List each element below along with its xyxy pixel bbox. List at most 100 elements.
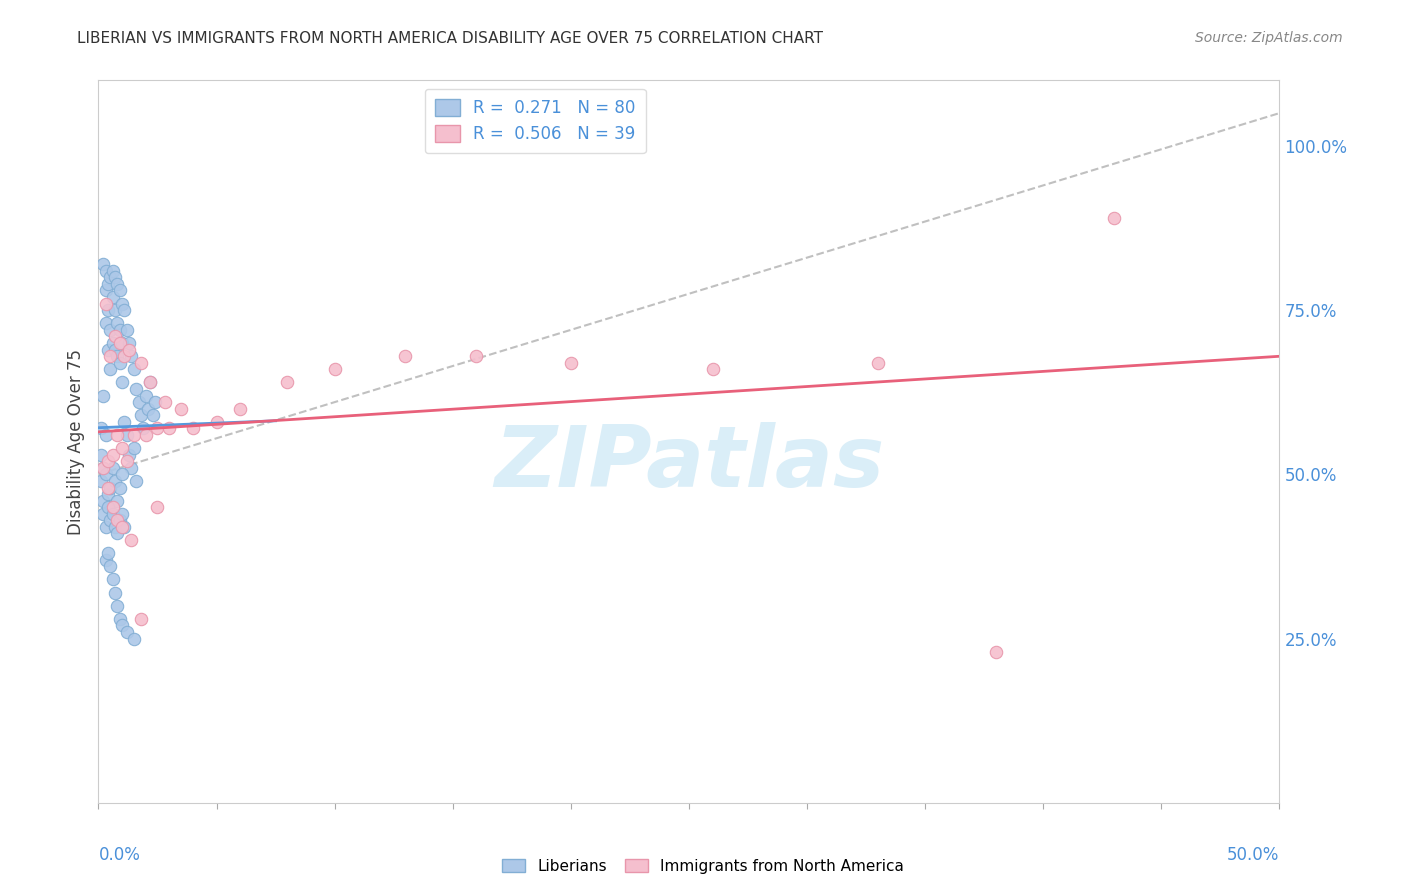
Point xyxy=(111,507,134,521)
Point xyxy=(121,533,143,547)
Point xyxy=(142,409,165,423)
Point xyxy=(91,493,114,508)
Point xyxy=(146,421,169,435)
Point xyxy=(101,336,124,351)
Point xyxy=(104,474,127,488)
Point xyxy=(121,460,143,475)
Point xyxy=(465,349,488,363)
Point xyxy=(108,612,131,626)
Point xyxy=(104,343,127,357)
Point xyxy=(91,388,114,402)
Point xyxy=(105,513,128,527)
Point xyxy=(132,421,155,435)
Point xyxy=(97,500,120,515)
Text: 50.0%: 50.0% xyxy=(1227,847,1279,864)
Point xyxy=(229,401,252,416)
Point xyxy=(122,632,145,646)
Point xyxy=(118,448,141,462)
Text: LIBERIAN VS IMMIGRANTS FROM NORTH AMERICA DISABILITY AGE OVER 75 CORRELATION CHA: LIBERIAN VS IMMIGRANTS FROM NORTH AMERIC… xyxy=(77,31,824,46)
Point xyxy=(94,296,117,310)
Y-axis label: Disability Age Over 75: Disability Age Over 75 xyxy=(66,349,84,534)
Text: ZIPatlas: ZIPatlas xyxy=(494,422,884,505)
Point xyxy=(105,349,128,363)
Point xyxy=(118,336,141,351)
Point xyxy=(91,460,114,475)
Point xyxy=(111,336,134,351)
Point xyxy=(129,356,152,370)
Point xyxy=(276,376,298,390)
Point xyxy=(121,349,143,363)
Point xyxy=(94,284,117,298)
Point xyxy=(91,460,114,475)
Point xyxy=(94,428,117,442)
Point xyxy=(97,303,120,318)
Point xyxy=(98,559,121,574)
Point xyxy=(101,507,124,521)
Point xyxy=(108,336,131,351)
Point xyxy=(98,270,121,285)
Point xyxy=(111,441,134,455)
Point xyxy=(101,290,124,304)
Point xyxy=(205,415,228,429)
Point xyxy=(90,421,112,435)
Point xyxy=(143,395,166,409)
Point xyxy=(105,599,128,613)
Point xyxy=(115,625,138,640)
Legend: R =  0.271   N = 80, R =  0.506   N = 39: R = 0.271 N = 80, R = 0.506 N = 39 xyxy=(425,88,645,153)
Point xyxy=(97,546,120,560)
Point xyxy=(101,573,124,587)
Point xyxy=(157,421,180,435)
Text: 0.0%: 0.0% xyxy=(98,847,141,864)
Point xyxy=(98,349,121,363)
Point xyxy=(112,520,135,534)
Point xyxy=(115,428,138,442)
Point xyxy=(101,460,124,475)
Point xyxy=(984,645,1007,659)
Point xyxy=(94,553,117,567)
Point xyxy=(394,349,416,363)
Point xyxy=(108,513,131,527)
Point xyxy=(122,428,145,442)
Point xyxy=(105,428,128,442)
Point xyxy=(122,441,145,455)
Point xyxy=(105,316,128,330)
Point xyxy=(91,507,114,521)
Point xyxy=(94,520,117,534)
Point xyxy=(108,356,131,370)
Point xyxy=(135,428,157,442)
Point xyxy=(136,401,159,416)
Point xyxy=(98,513,121,527)
Point xyxy=(112,303,135,318)
Point xyxy=(129,612,152,626)
Point xyxy=(112,415,135,429)
Point xyxy=(101,500,124,515)
Point xyxy=(111,520,134,534)
Point xyxy=(104,270,127,285)
Point xyxy=(98,362,121,376)
Point xyxy=(146,500,169,515)
Point xyxy=(128,395,150,409)
Point xyxy=(97,487,120,501)
Point xyxy=(104,585,127,599)
Point xyxy=(108,481,131,495)
Point xyxy=(105,526,128,541)
Point xyxy=(97,277,120,291)
Point xyxy=(139,376,162,390)
Point xyxy=(97,481,120,495)
Point xyxy=(94,316,117,330)
Point xyxy=(139,376,162,390)
Point xyxy=(115,323,138,337)
Point xyxy=(90,448,112,462)
Legend: Liberians, Immigrants from North America: Liberians, Immigrants from North America xyxy=(496,853,910,880)
Point xyxy=(108,323,131,337)
Point xyxy=(111,618,134,632)
Text: Source: ZipAtlas.com: Source: ZipAtlas.com xyxy=(1195,31,1343,45)
Point xyxy=(94,467,117,482)
Point xyxy=(135,388,157,402)
Point xyxy=(181,421,204,435)
Point xyxy=(105,277,128,291)
Point xyxy=(104,329,127,343)
Point xyxy=(115,454,138,468)
Point xyxy=(118,343,141,357)
Point xyxy=(97,343,120,357)
